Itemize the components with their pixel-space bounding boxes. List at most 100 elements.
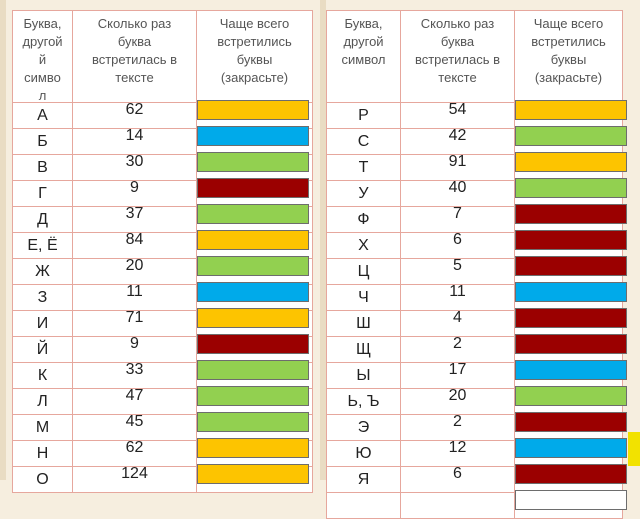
- color-swatch-blue[interactable]: [515, 438, 627, 458]
- count-cell: 6: [401, 465, 515, 493]
- header-line: Сколько раз: [97, 16, 172, 31]
- letter-cell: И: [13, 311, 73, 337]
- color-swatch-darkred[interactable]: [515, 464, 627, 484]
- table-row: [327, 490, 627, 519]
- color-swatch-green[interactable]: [515, 126, 627, 146]
- count-cell: 40: [401, 179, 515, 207]
- count-cell: 84: [73, 231, 197, 259]
- color-swatch-darkred[interactable]: [515, 334, 627, 354]
- color-cell: [515, 126, 627, 155]
- count-value: 9: [130, 179, 139, 196]
- count-cell: 9: [73, 179, 197, 207]
- count-value: 20: [125, 257, 144, 274]
- letter-cell: Н: [13, 441, 73, 467]
- color-swatch-blue[interactable]: [515, 360, 627, 380]
- header-line: Чаще всего: [533, 16, 604, 31]
- letter-cell: Е, Ё: [13, 233, 73, 259]
- letter-cell: Я: [327, 467, 401, 493]
- count-cell: 37: [73, 205, 197, 233]
- count-value: 37: [125, 205, 144, 222]
- color-swatch-yellow[interactable]: [197, 438, 309, 458]
- count-value: 47: [125, 387, 144, 404]
- header-line: встретились: [217, 34, 292, 49]
- color-swatch-yellow[interactable]: [515, 152, 627, 172]
- table-row: Ж 20: [13, 256, 313, 285]
- left-frequency-table: Буква, другой й симво л Сколько раз буква встре…: [12, 10, 313, 493]
- color-swatch-yellow[interactable]: [197, 308, 309, 328]
- count-value: 11: [449, 283, 466, 300]
- header-count: Сколько раз буква встретилась в тексте: [401, 11, 515, 103]
- color-swatch-green[interactable]: [515, 178, 627, 198]
- count-value: 12: [448, 439, 467, 456]
- letter-cell: Т: [327, 155, 401, 181]
- count-value: 7: [453, 205, 462, 222]
- header-line: символ: [341, 52, 386, 67]
- count-cell: [401, 493, 515, 519]
- color-swatch-green[interactable]: [197, 204, 309, 224]
- table-row: Б 14: [13, 126, 313, 155]
- color-swatch-darkred[interactable]: [515, 412, 627, 432]
- header-line: встретилась в: [91, 52, 178, 67]
- count-cell: 20: [73, 257, 197, 285]
- letter-cell: О: [13, 467, 73, 493]
- color-cell: [197, 438, 313, 467]
- count-value: 4: [453, 309, 462, 326]
- header-line: буквы: [236, 52, 273, 67]
- table-row: Ч 11: [327, 282, 627, 311]
- color-swatch-white[interactable]: [515, 490, 627, 510]
- table-row: Л 47: [13, 386, 313, 415]
- count-cell: 2: [401, 335, 515, 363]
- header-line: Буква,: [344, 16, 383, 31]
- color-swatch-green[interactable]: [197, 152, 309, 172]
- color-swatch-green[interactable]: [197, 386, 309, 406]
- count-value: 2: [453, 413, 462, 430]
- color-swatch-yellow[interactable]: [197, 230, 309, 250]
- letter-cell: Щ: [327, 337, 401, 363]
- color-swatch-green[interactable]: [197, 412, 309, 432]
- color-swatch-blue[interactable]: [515, 282, 627, 302]
- color-swatch-darkred[interactable]: [515, 230, 627, 250]
- header-line: буква: [440, 34, 475, 49]
- color-cell: [515, 100, 627, 129]
- count-cell: 11: [73, 283, 197, 311]
- color-swatch-yellow[interactable]: [197, 100, 309, 120]
- count-cell: 17: [401, 361, 515, 389]
- color-swatch-green[interactable]: [197, 256, 309, 276]
- color-cell: [515, 438, 627, 467]
- count-cell: 7: [401, 205, 515, 233]
- color-swatch-darkred[interactable]: [515, 308, 627, 328]
- color-swatch-yellow[interactable]: [197, 464, 309, 484]
- color-cell: [197, 256, 313, 285]
- table-row: И 71: [13, 308, 313, 337]
- letter-cell: К: [13, 363, 73, 389]
- color-swatch-darkred[interactable]: [197, 178, 309, 198]
- letter-cell: Й: [13, 337, 73, 363]
- letter-cell: Ь, Ъ: [327, 389, 401, 415]
- letter-cell: [327, 493, 401, 519]
- color-swatch-blue[interactable]: [197, 126, 309, 146]
- count-value: 124: [121, 465, 148, 482]
- color-swatch-yellow[interactable]: [515, 100, 627, 120]
- color-cell: [197, 230, 313, 259]
- color-swatch-green[interactable]: [515, 386, 627, 406]
- color-swatch-green[interactable]: [197, 360, 309, 380]
- table-row: Ю 12: [327, 438, 627, 467]
- count-value: 42: [448, 127, 467, 144]
- color-swatch-darkred[interactable]: [515, 204, 627, 224]
- header-line: встретилась в: [414, 52, 501, 67]
- letter-cell: Б: [13, 129, 73, 155]
- color-swatch-darkred[interactable]: [515, 256, 627, 276]
- count-cell: 30: [73, 153, 197, 181]
- count-value: 11: [126, 283, 143, 300]
- color-swatch-blue[interactable]: [197, 282, 309, 302]
- letter-cell: С: [327, 129, 401, 155]
- letter-cell: З: [13, 285, 73, 311]
- color-cell: [515, 386, 627, 415]
- color-swatch-darkred[interactable]: [197, 334, 309, 354]
- table-row: М 45: [13, 412, 313, 441]
- header-count: Сколько раз буква встретилась в тексте: [73, 11, 197, 103]
